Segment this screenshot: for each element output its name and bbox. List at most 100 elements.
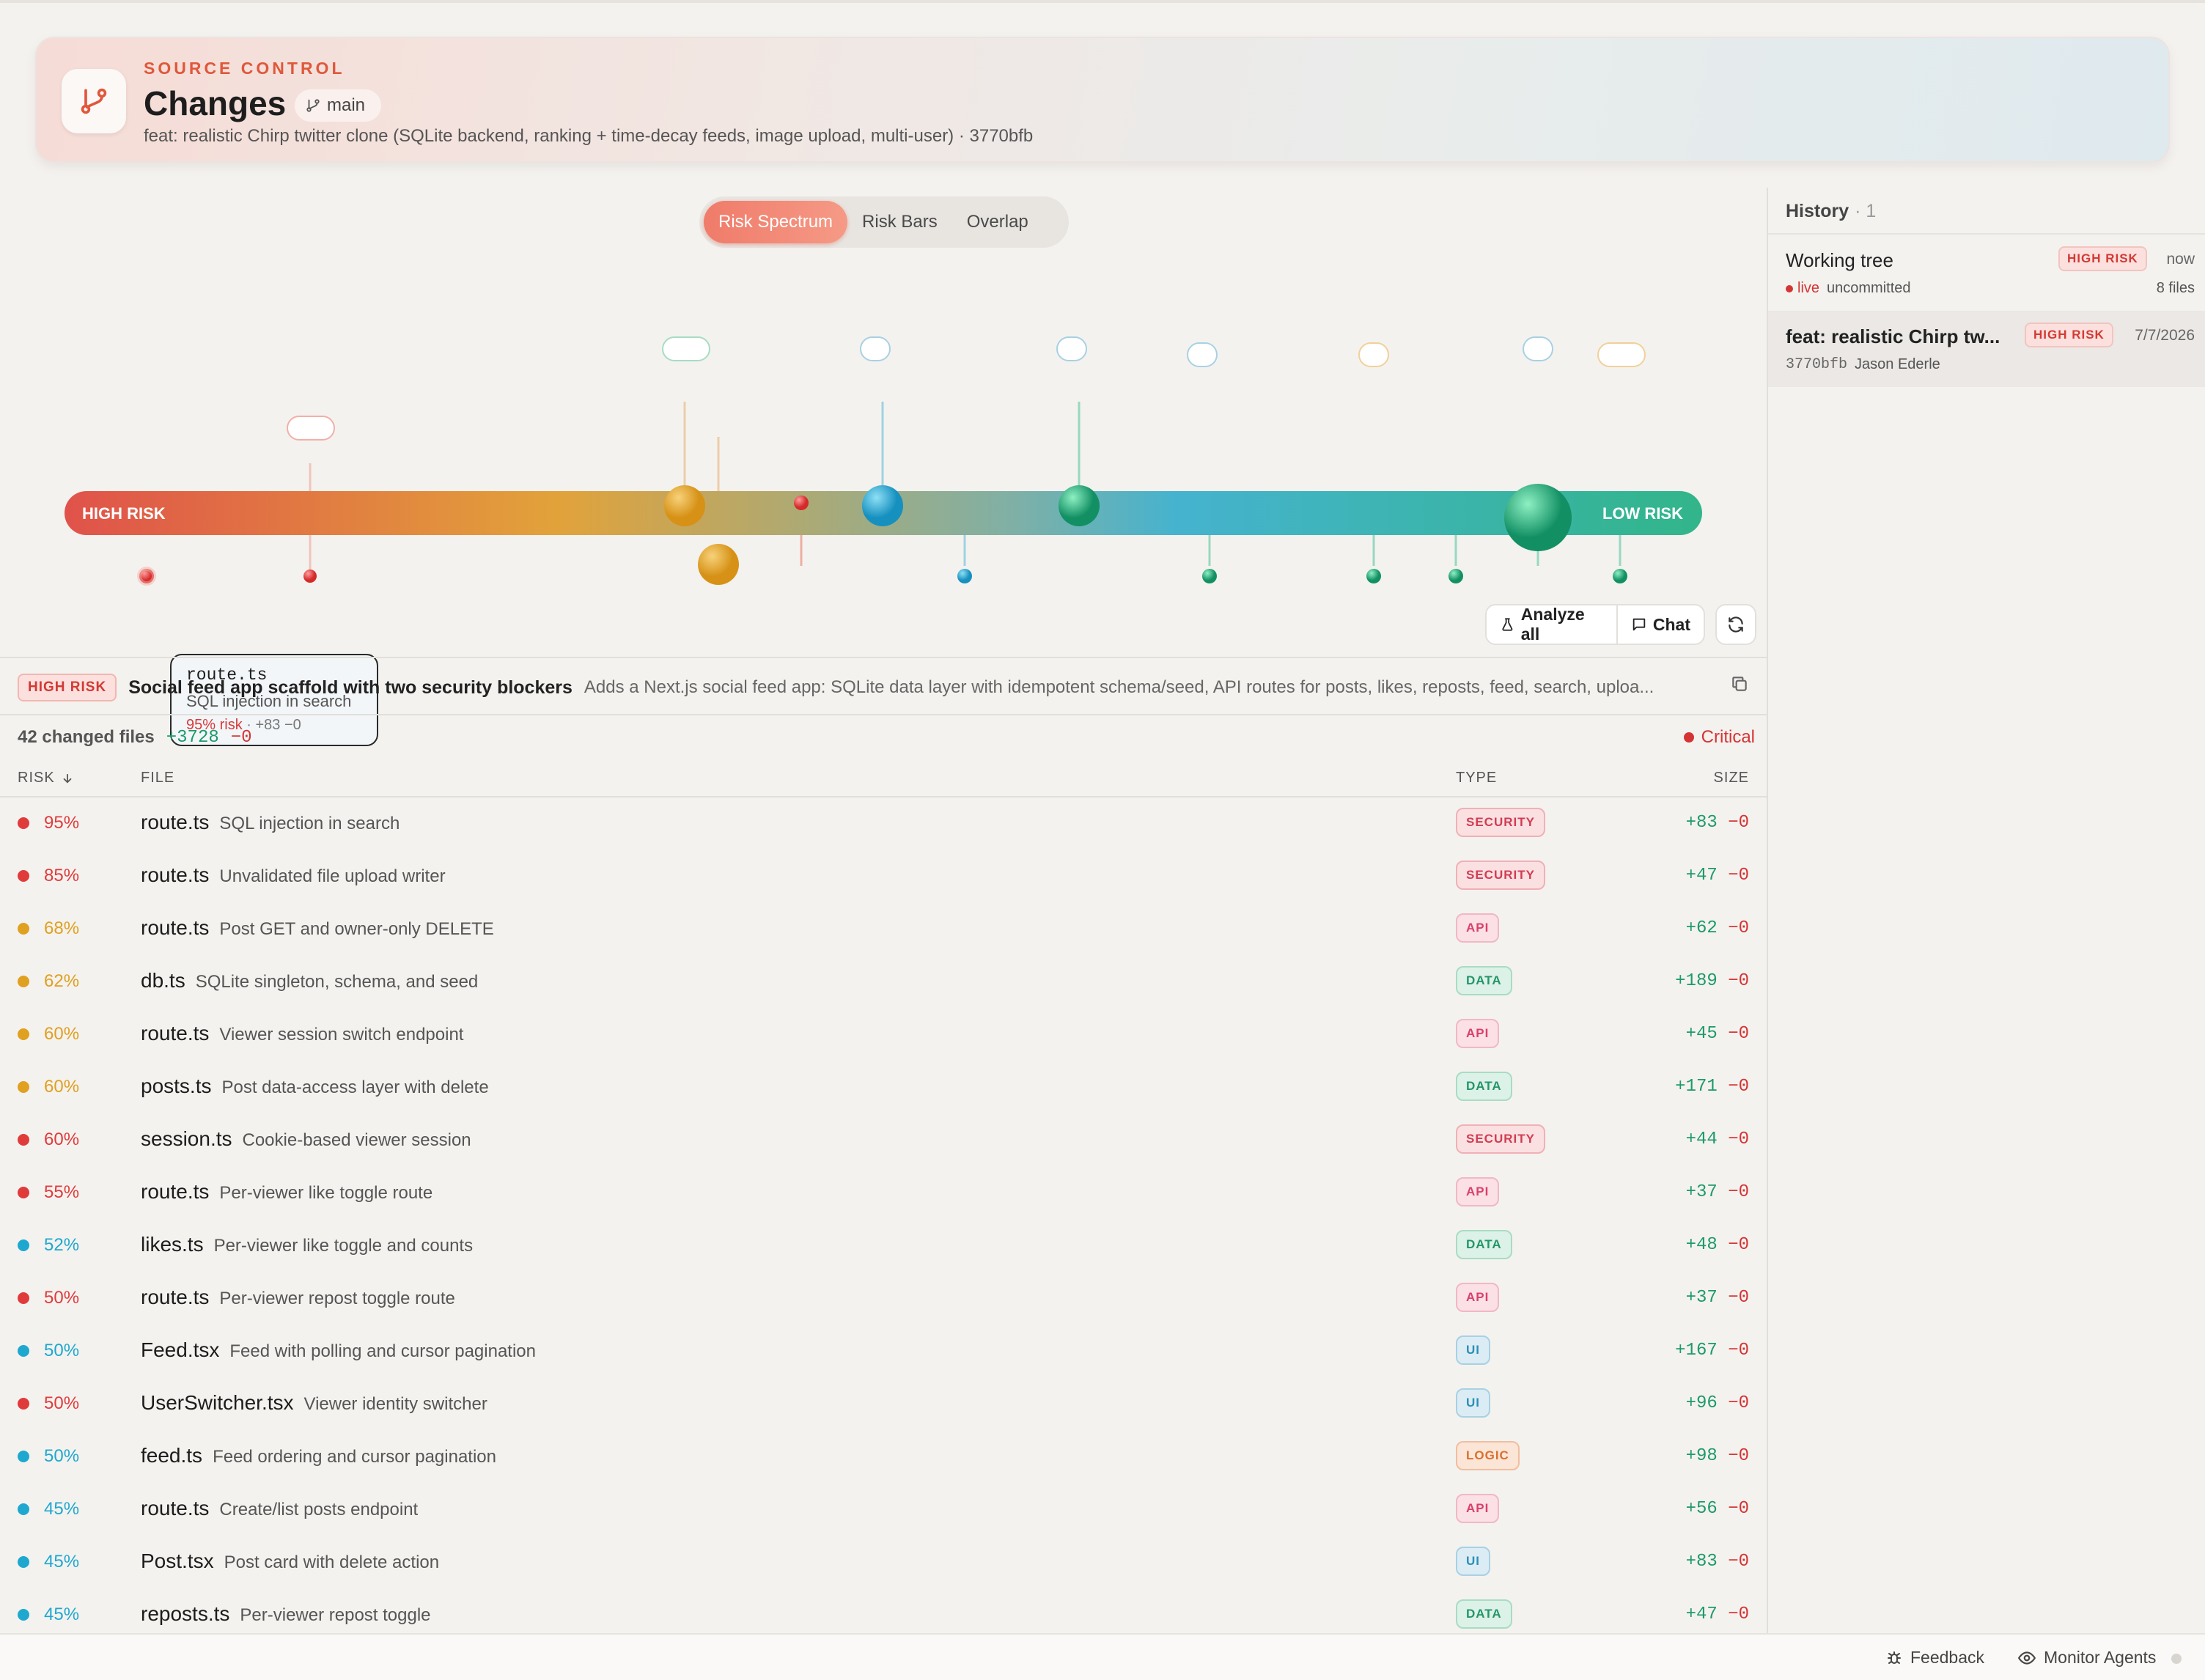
column-type[interactable]: TYPE [1456,770,1498,786]
analyze-all-button[interactable]: Analyze all [1487,605,1616,644]
marker[interactable] [664,485,705,526]
file-name: Feed.tsx Feed with polling and cursor pag… [141,1338,536,1362]
lines-added: +37 [1685,1182,1718,1202]
risk-dot [18,976,29,987]
file-name-text: Feed.tsx [141,1338,220,1361]
tab-risk-bars[interactable]: Risk Bars [862,212,938,232]
table-row[interactable]: 60% session.ts Cookie-based viewer session… [0,1113,1767,1165]
commit-message: feat: realistic Chirp twitter clone (SQL… [144,126,1034,146]
lines-removed: −0 [1728,971,1749,991]
marker[interactable] [1202,569,1217,583]
feedback-button[interactable]: Feedback [1885,1648,1984,1668]
tab-overlap[interactable]: Overlap [966,212,1028,232]
risk-dot [18,1556,29,1568]
lines-added: +47 [1685,866,1718,885]
history-item-title: Working tree [1786,249,1893,271]
file-name: route.ts Create/list posts endpoint [141,1497,418,1520]
risk-dot [18,1609,29,1621]
marker[interactable] [1059,485,1100,526]
copy-icon[interactable] [1730,674,1749,697]
table-row[interactable]: 50% feed.ts Feed ordering and cursor pagin… [0,1429,1767,1482]
branch-chip[interactable]: main [295,89,382,122]
size: +56 −0 [1686,1499,1749,1519]
divider [0,657,1767,658]
file-name: posts.ts Post data-access layer with dele… [141,1075,489,1098]
file-desc: Per-viewer like toggle and counts [213,1236,474,1256]
status-bar: Feedback Monitor Agents [0,1633,2205,1680]
file-name: db.ts SQLite singleton, schema, and seed [141,969,478,992]
table-row[interactable]: 50% Feed.tsx Feed with polling and cursor … [0,1324,1767,1377]
marker[interactable] [1448,569,1463,583]
table-row[interactable]: 45% route.ts Create/list posts endpoint API… [0,1482,1767,1535]
marker[interactable] [862,485,903,526]
table-row[interactable]: 52% likes.ts Per-viewer like toggle and co… [0,1218,1767,1271]
size: +83 −0 [1686,1552,1749,1572]
table-row[interactable]: 45% Post.tsx Post card with delete action U… [0,1535,1767,1588]
lines-removed: −0 [230,727,252,748]
file-name: route.ts Viewer session switch endpoint [141,1022,463,1045]
column-risk[interactable]: RISK [18,770,74,786]
column-risk-label: RISK [18,770,55,786]
changed-files-count: 42 changed files [18,727,155,747]
table-row[interactable]: 50% route.ts Per-viewer repost toggle rout… [0,1271,1767,1324]
tooltip-meta: 95% risk · +83 −0 [186,717,362,734]
monitor-agents-button[interactable]: Monitor Agents [2017,1648,2156,1668]
file-name: feed.ts Feed ordering and cursor paginati… [141,1444,496,1467]
table-row[interactable]: 60% posts.ts Post data-access layer with d… [0,1060,1767,1113]
risk-percent: 95% [44,813,80,833]
spectrum-tag-chips [287,336,1646,441]
chat-button[interactable]: Chat [1616,605,1704,644]
git-branch-icon [306,99,320,112]
summary-desc: Adds a Next.js social feed app: SQLite d… [584,677,1654,697]
table-row[interactable]: 45% reposts.ts Per-viewer repost toggle DAT… [0,1588,1767,1640]
marker[interactable] [1504,484,1572,551]
file-name-text: route.ts [141,1180,210,1203]
monitor-agents-label: Monitor Agents [2044,1648,2157,1667]
marker[interactable] [303,570,317,583]
size: +48 −0 [1686,1235,1749,1255]
history-item-working-tree[interactable]: Working tree HIGH RISK now live uncommit… [1768,235,2205,311]
lines-added: +171 [1675,1077,1718,1097]
table-row[interactable]: 95% route.ts SQL injection in search SECURI… [0,796,1767,849]
file-name: route.ts Post GET and owner-only DELETE [141,916,494,940]
marker[interactable] [1613,569,1627,583]
marker-route-ts-sql[interactable] [137,567,156,586]
history-item-commit[interactable]: feat: realistic Chirp tw... HIGH RISK 7/… [1768,311,2205,387]
risk-dot [18,1028,29,1040]
file-desc: Per-viewer repost toggle [240,1605,431,1625]
marker[interactable] [698,544,739,585]
tooltip-risk: 95% risk [186,717,243,733]
marker[interactable] [1366,569,1381,583]
column-size[interactable]: SIZE [1713,770,1749,786]
lines-added: +83 [1685,813,1718,833]
lines-removed: −0 [1728,1393,1749,1413]
marker[interactable] [794,495,809,510]
file-desc: Post data-access layer with delete [221,1077,489,1097]
table-row[interactable]: 60% route.ts Viewer session switch endpoin… [0,1007,1767,1060]
file-desc: Cookie-based viewer session [242,1130,471,1150]
file-desc: Feed with polling and cursor pagination [229,1341,536,1361]
risk-percent: 50% [44,1288,80,1308]
marker[interactable] [957,569,972,583]
file-name-text: posts.ts [141,1075,212,1097]
type-badge: SECURITY [1456,1124,1545,1154]
refresh-button[interactable] [1715,604,1756,645]
eye-icon [2017,1651,2036,1665]
type-badge: UI [1456,1335,1490,1365]
table-row[interactable]: 68% route.ts Post GET and owner-only DELET… [0,902,1767,954]
tab-risk-spectrum[interactable]: Risk Spectrum [704,201,848,243]
lines-added: +47 [1685,1605,1718,1624]
column-file[interactable]: FILE [141,770,175,786]
file-name-text: feed.ts [141,1444,203,1467]
table-row[interactable]: 85% route.ts Unvalidated file upload write… [0,849,1767,902]
lines-added: +48 [1685,1235,1718,1255]
risk-dot [18,1081,29,1093]
type-badge: SECURITY [1456,808,1545,837]
table-row[interactable]: 50% UserSwitcher.tsx Viewer identity switc… [0,1377,1767,1429]
type-badge: UI [1456,1547,1490,1576]
file-name-text: route.ts [141,1286,210,1308]
spectrum-stems [309,402,1621,576]
risk-dot [18,923,29,935]
table-row[interactable]: 62% db.ts SQLite singleton, schema, and se… [0,954,1767,1007]
table-row[interactable]: 55% route.ts Per-viewer like toggle route A… [0,1165,1767,1218]
